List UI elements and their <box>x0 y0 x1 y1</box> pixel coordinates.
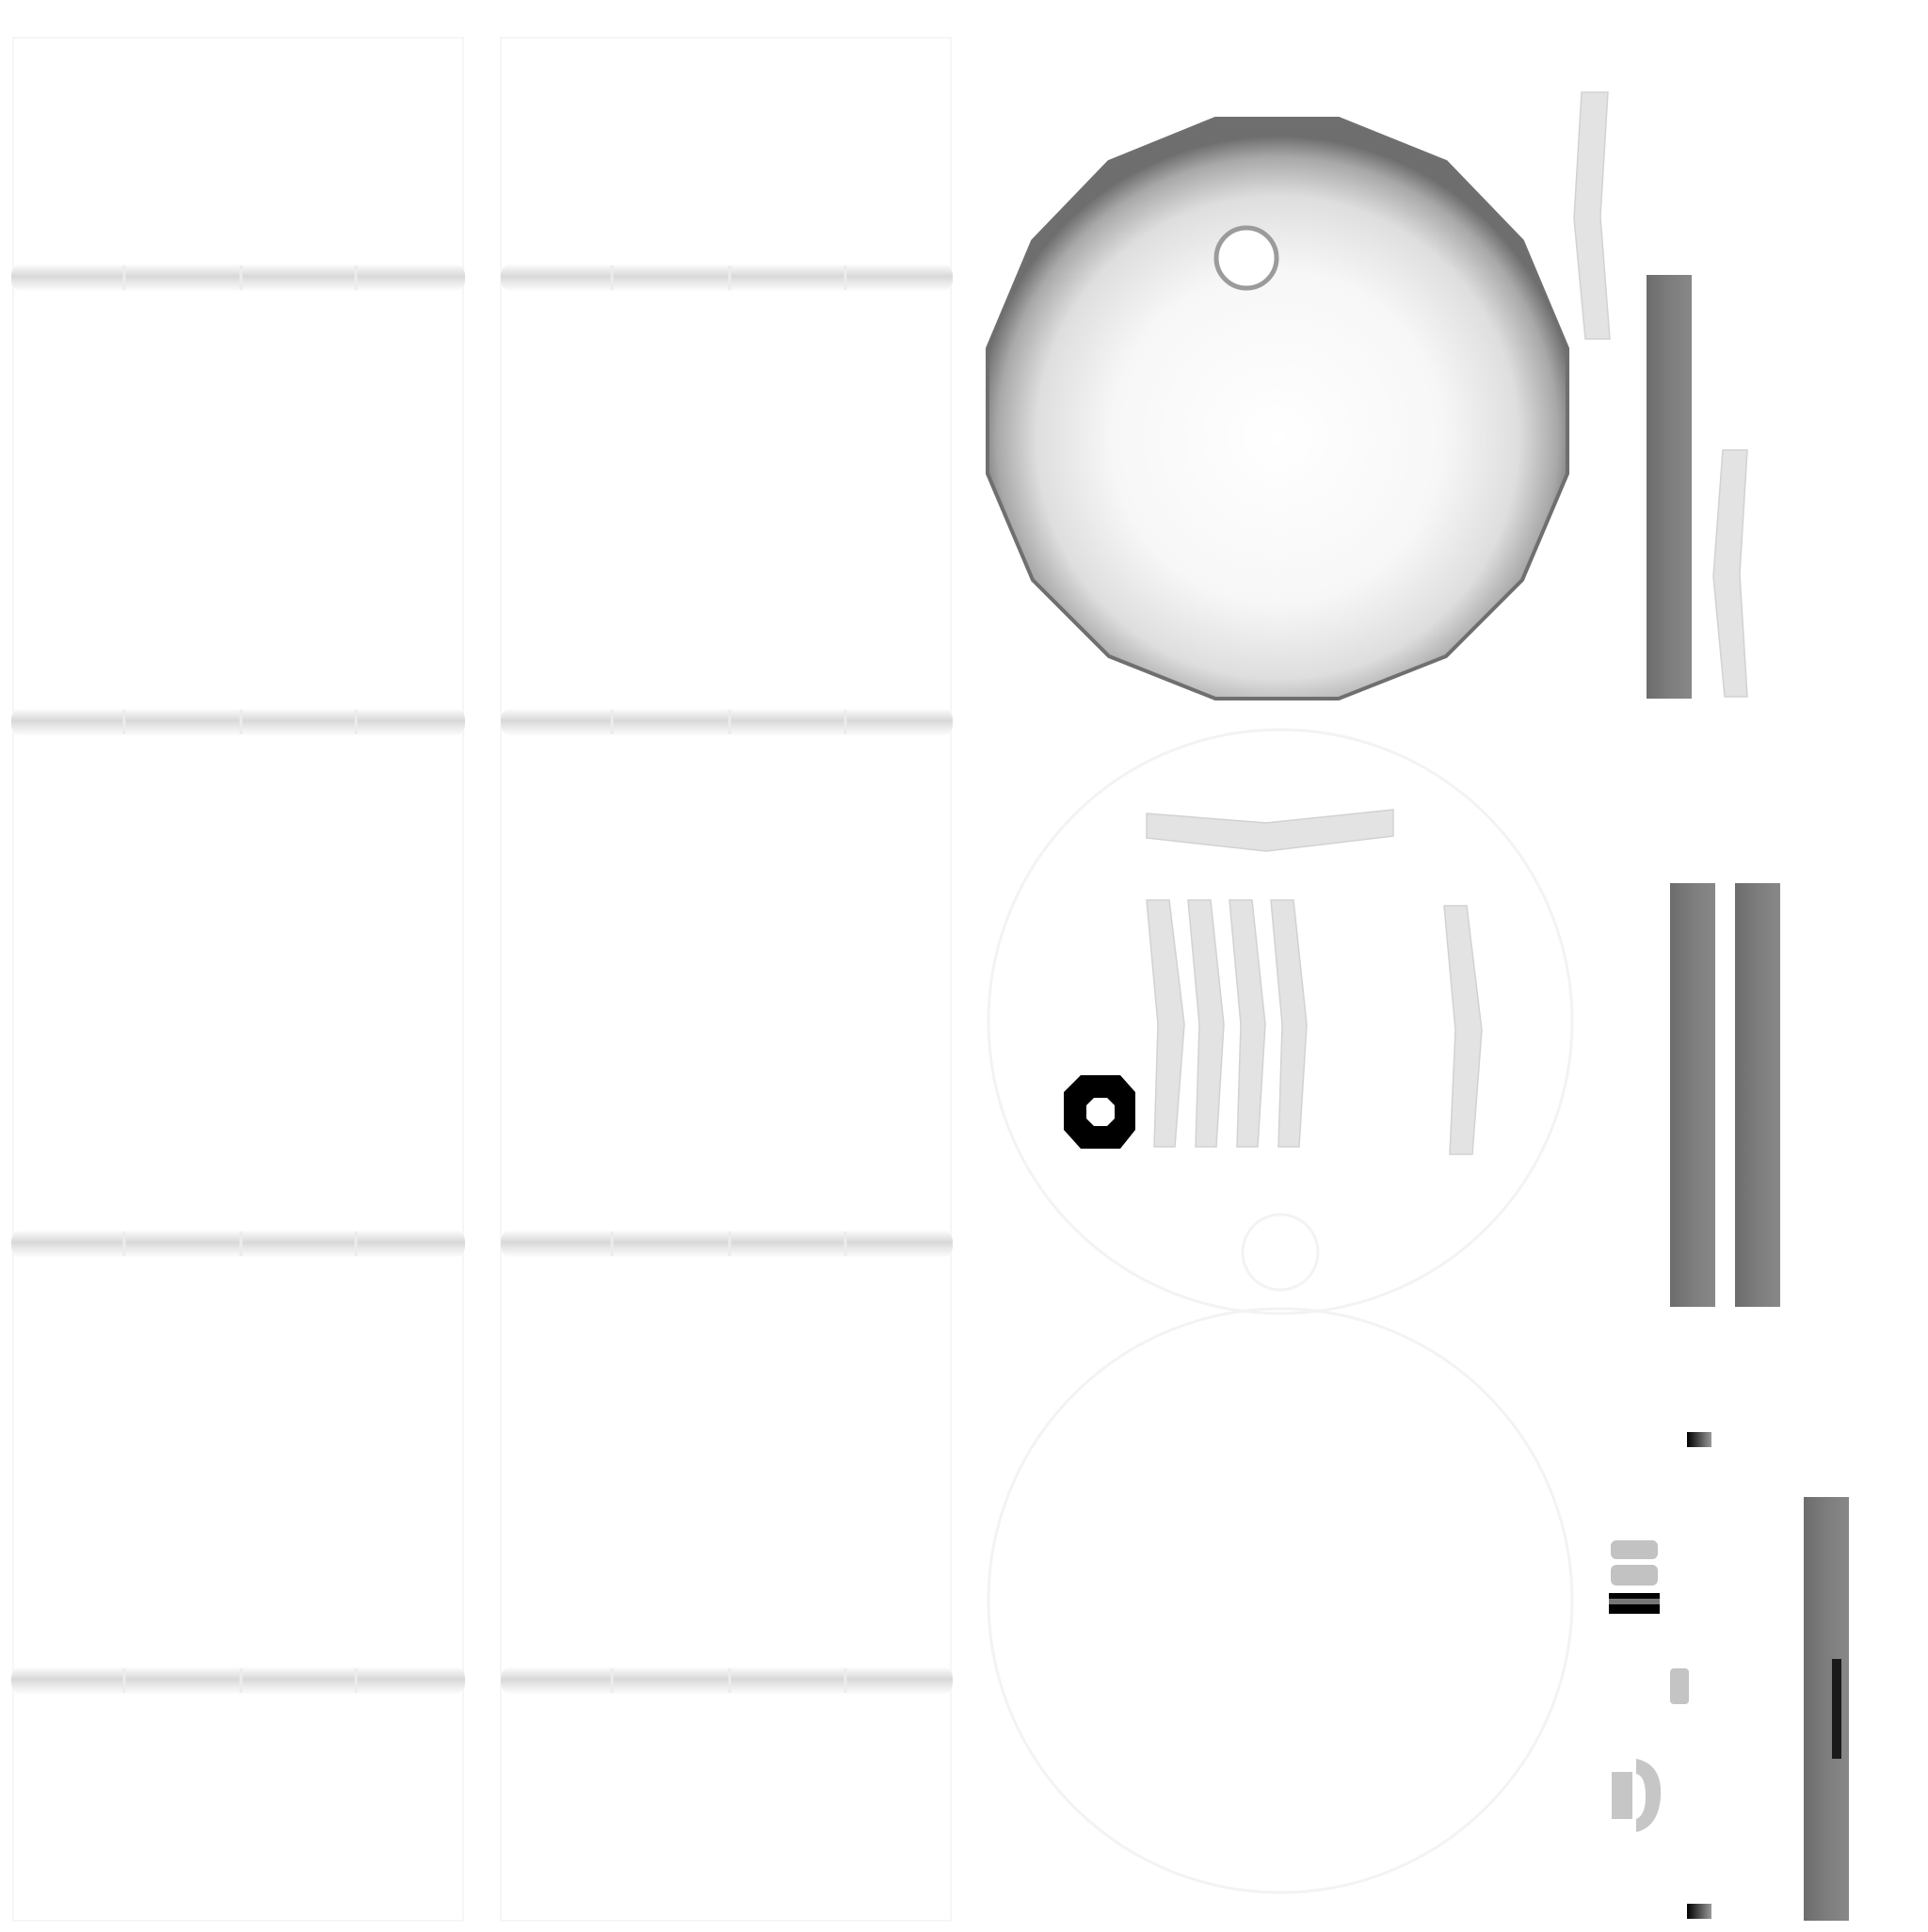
faint-circle <box>1241 1213 1320 1292</box>
panel-border <box>12 37 464 1922</box>
ring-hole <box>1086 1098 1115 1126</box>
seam-strip <box>501 1230 953 1258</box>
dark-bar-notch <box>1832 1659 1841 1759</box>
seam-strip <box>11 708 465 736</box>
small-dark-mark <box>1687 1432 1711 1447</box>
chevron-strip <box>1573 91 1611 340</box>
seam-strip <box>501 264 953 292</box>
black-ring <box>1064 1075 1135 1149</box>
faint-circles <box>987 728 1574 1894</box>
seam-strip <box>11 1230 465 1258</box>
large-shaded-disc <box>986 117 1569 700</box>
small-dark-mark <box>1687 1904 1711 1919</box>
chevron-strip <box>1229 899 1266 1148</box>
seam-strip <box>501 708 953 736</box>
seam-strip <box>11 264 465 292</box>
seam-strip <box>11 1666 465 1695</box>
chevron-strip <box>1443 905 1483 1155</box>
light-strips <box>1146 91 1748 1155</box>
small-gray-mark <box>1636 1759 1662 1832</box>
small-gray-mark <box>1611 1565 1658 1586</box>
disc-hole <box>1213 225 1279 291</box>
dark-bar <box>1670 883 1715 1307</box>
small-marks <box>1609 1432 1711 1919</box>
bent-strip <box>1146 809 1394 852</box>
faint-circle <box>987 1307 1574 1894</box>
shaded-disc <box>986 117 1569 700</box>
chevron-strip <box>1712 449 1748 698</box>
small-gray-stripe <box>1609 1599 1660 1604</box>
chevron-strip <box>1270 899 1308 1148</box>
small-gray-mark <box>1612 1772 1632 1819</box>
seam-strip <box>501 1666 953 1695</box>
faint-circle <box>987 728 1574 1315</box>
dark-bar <box>1735 883 1780 1307</box>
panel-border <box>500 37 952 1922</box>
chevron-strip <box>1187 899 1225 1148</box>
small-gray-mark <box>1611 1540 1658 1559</box>
small-gray-mark <box>1670 1668 1689 1704</box>
chevron-strip <box>1146 899 1185 1148</box>
dark-vertical-bars <box>1647 275 1849 1921</box>
dark-bar <box>1647 275 1692 699</box>
soft-seam-grid <box>11 37 953 1922</box>
dark-bar <box>1804 1497 1849 1921</box>
